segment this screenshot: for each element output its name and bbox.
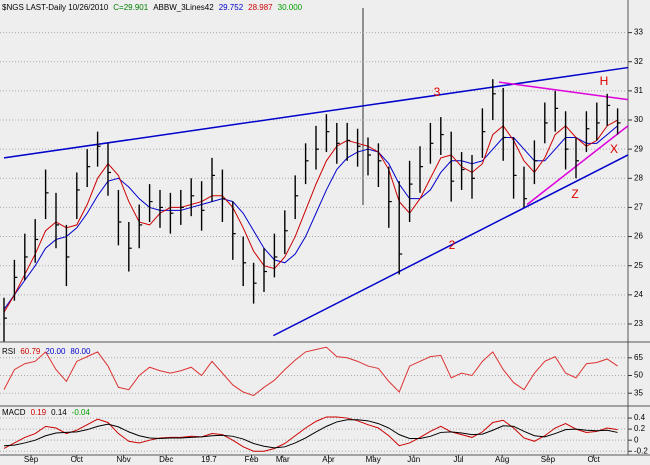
series-line xyxy=(3,416,618,452)
x-tick-label: Sep xyxy=(24,455,39,464)
y-tick-label: 35 xyxy=(634,388,643,397)
annotation: H xyxy=(600,74,609,88)
header-text: -0.04 xyxy=(72,408,91,417)
series-line xyxy=(3,125,618,310)
header-text: C=29.901 xyxy=(113,3,148,12)
y-tick-label: 0.4 xyxy=(634,413,646,422)
series-line xyxy=(3,346,618,397)
y-tick-label: 26 xyxy=(634,232,643,241)
x-tick-label: Dec xyxy=(159,455,173,464)
x-tick-label: Oct xyxy=(71,455,84,464)
trend-line xyxy=(526,125,629,206)
x-tick-label: Jun xyxy=(407,455,420,464)
y-tick-label: 27 xyxy=(634,203,643,212)
x-tick-label: Sep xyxy=(541,455,556,464)
header-text: 28.987 xyxy=(248,3,273,12)
y-tick-label: 50 xyxy=(634,371,643,380)
header-text: 20.00 xyxy=(45,347,66,356)
x-tick-label: Oct xyxy=(587,455,600,464)
y-tick-label: 0.2 xyxy=(634,424,646,433)
header-text: $NGS LAST-Daily 10/26/2010 xyxy=(2,3,109,12)
annotation: Z xyxy=(571,187,578,201)
header-text: 80.00 xyxy=(70,347,91,356)
y-tick-label: 33 xyxy=(634,28,643,37)
header-text: 0.14 xyxy=(51,408,67,417)
y-tick-label: 28 xyxy=(634,173,643,182)
x-tick-label: Apr xyxy=(322,455,335,464)
x-tick-label: Nov xyxy=(116,455,130,464)
y-tick-label: 0 xyxy=(634,435,639,444)
header-text: MACD xyxy=(2,408,26,417)
y-tick-label: 30 xyxy=(634,115,643,124)
y-tick-label: 65 xyxy=(634,353,643,362)
header-text: RSI xyxy=(2,347,15,356)
x-tick-label: Jul xyxy=(453,455,463,464)
y-tick-label: 31 xyxy=(634,86,643,95)
x-tick-label: May xyxy=(366,455,381,464)
header-text: 30.000 xyxy=(278,3,303,12)
y-tick-label: 23 xyxy=(634,319,643,328)
header-text: 0.19 xyxy=(31,408,47,417)
annotation: 3 xyxy=(434,85,441,99)
y-tick-label: 24 xyxy=(634,290,643,299)
x-tick-label: Aug xyxy=(495,455,509,464)
trend-line xyxy=(273,154,629,337)
series-line xyxy=(3,119,618,313)
header-text: ABBW_3Lines42 xyxy=(153,3,214,12)
y-tick-label: 32 xyxy=(634,57,643,66)
y-tick-label: 29 xyxy=(634,144,643,153)
y-tick-label: 25 xyxy=(634,261,643,270)
y-tick-label: -0.2 xyxy=(634,446,648,455)
x-tick-label: 19.7 xyxy=(201,455,217,464)
series-line xyxy=(3,419,618,449)
trend-line xyxy=(3,66,629,159)
x-tick-label: Mar xyxy=(276,455,290,464)
header-text: 29.752 xyxy=(219,3,244,12)
annotation: 2 xyxy=(449,238,456,252)
header-text: 60.79 xyxy=(20,347,41,356)
x-tick-label: Feb xyxy=(245,455,259,464)
annotation: X xyxy=(610,142,618,156)
